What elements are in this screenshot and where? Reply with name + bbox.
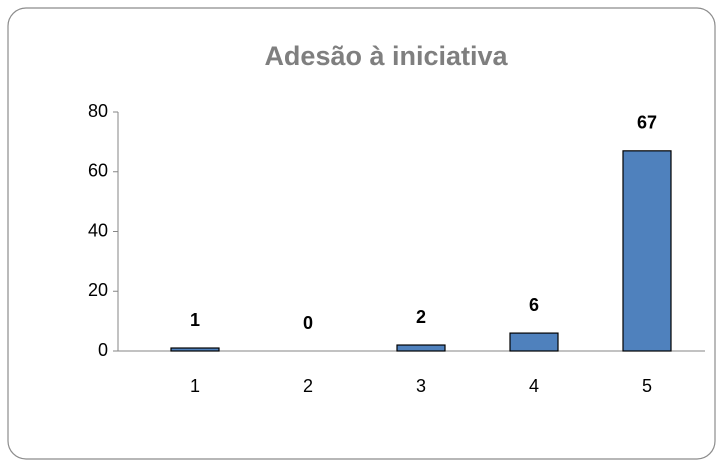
y-tick-label: 80 [88, 101, 108, 121]
y-tick-label: 60 [88, 161, 108, 181]
x-tick-label: 4 [529, 376, 539, 396]
x-tick-label: 3 [416, 376, 426, 396]
data-label: 0 [303, 313, 313, 333]
bar [509, 332, 559, 352]
x-tick-label: 2 [303, 376, 313, 396]
y-tick-label: 20 [88, 280, 108, 300]
data-label: 6 [529, 295, 539, 315]
data-label: 67 [637, 113, 657, 133]
x-tick-label: 5 [642, 376, 652, 396]
y-tick-label: 40 [88, 220, 108, 240]
bar [396, 344, 446, 352]
chart-border [7, 7, 716, 460]
data-label: 2 [416, 307, 426, 327]
y-tick-label: 0 [98, 340, 108, 360]
bar [622, 150, 672, 352]
chart-title: Adesão à iniciativa [264, 41, 508, 71]
bar [170, 347, 220, 352]
x-tick-label: 1 [190, 376, 200, 396]
data-label: 1 [190, 310, 200, 330]
